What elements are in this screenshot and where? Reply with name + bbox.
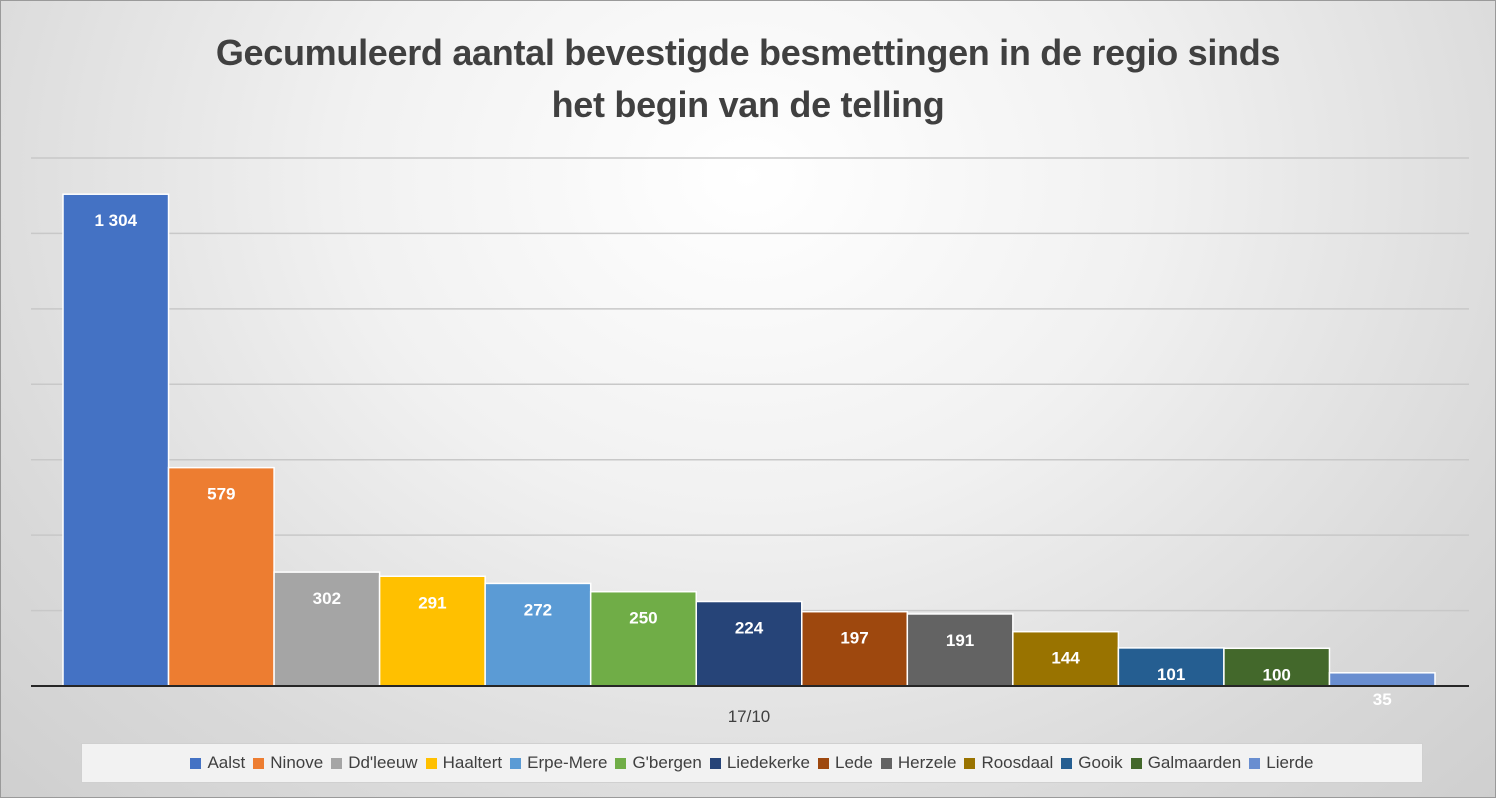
bar-haaltert: [378, 575, 486, 687]
data-label: 35: [1373, 690, 1392, 709]
legend-swatch: [880, 757, 892, 769]
legend-item: Liedekerke: [709, 753, 811, 773]
legend-item: Galmaarden: [1130, 753, 1242, 773]
legend-item: Aalst: [190, 753, 245, 773]
x-tick-label: 17/10: [728, 707, 771, 726]
legend-swatch: [709, 757, 721, 769]
bar-lede: [801, 610, 909, 687]
legend-item: G'bergen: [615, 753, 702, 773]
legend-item: Roosdaal: [964, 753, 1053, 773]
legend-item: Lierde: [1249, 753, 1314, 773]
legend-item: Dd'leeuw: [331, 753, 418, 773]
data-label: 100: [1263, 665, 1291, 684]
chart-title: Gecumuleerd aantal bevestigde besmetting…: [1, 27, 1495, 131]
bar-g-bergen: [589, 590, 697, 687]
data-label: 579: [207, 485, 235, 504]
legend-item: Lede: [818, 753, 873, 773]
legend-label: Ninove: [270, 753, 324, 772]
legend-swatch: [190, 757, 202, 769]
bar-aalst: [62, 193, 170, 687]
data-label: 144: [1051, 649, 1080, 668]
bar-gooik: [1117, 647, 1225, 687]
data-label: 197: [840, 629, 868, 648]
legend-item: Haaltert: [425, 753, 503, 773]
legend-swatch: [818, 757, 830, 769]
legend-swatch: [964, 757, 976, 769]
chart-title-line-2: het begin van de telling: [551, 84, 945, 125]
legend-label: Liedekerke: [726, 753, 811, 772]
legend-swatch: [253, 757, 265, 769]
data-label: 272: [524, 600, 552, 619]
legend-label: G'bergen: [632, 753, 702, 772]
legend-label: Herzele: [897, 753, 957, 772]
legend-item: Herzele: [880, 753, 957, 773]
legend-label: Dd'leeuw: [348, 753, 418, 772]
legend-label: Erpe-Mere: [527, 753, 608, 772]
legend-item: Ninove: [253, 753, 323, 773]
legend-swatch: [1061, 757, 1073, 769]
data-label: 191: [946, 631, 974, 650]
legend-label: Aalst: [207, 753, 246, 772]
bars: 1 304 579 302 291 272 250 224 197 191 144 101 100 35: [62, 193, 1436, 709]
legend-swatch: [331, 757, 343, 769]
chart-title-line-1: Gecumuleerd aantal bevestigde besmetting…: [215, 32, 1281, 73]
data-label: 1 304: [94, 211, 137, 230]
data-label: 291: [418, 593, 446, 612]
legend-label: Lierde: [1266, 753, 1314, 772]
data-label: 302: [313, 589, 341, 608]
legend-item: Gooik: [1061, 753, 1123, 773]
data-label: 224: [735, 619, 764, 638]
legend-label: Galmaarden: [1147, 753, 1242, 772]
legend-swatch: [1249, 757, 1261, 769]
legend-label: Lede: [835, 753, 873, 772]
legend-item: Erpe-Mere: [510, 753, 607, 773]
bar-lierde: [1328, 672, 1436, 687]
bar-ninove: [167, 466, 275, 687]
legend: Aalst Ninove Dd'leeuw Haaltert Erpe-Mere G'be…: [81, 743, 1423, 783]
data-label: 101: [1157, 665, 1185, 684]
bar-dd-leeuw: [273, 571, 381, 687]
legend-swatch: [510, 757, 522, 769]
legend-label: Haaltert: [442, 753, 503, 772]
legend-swatch: [425, 757, 437, 769]
bar-liedekerke: [695, 600, 803, 687]
bar-herzele: [906, 613, 1014, 687]
legend-label: Roosdaal: [981, 753, 1054, 772]
bar-erpe-mere: [484, 582, 592, 687]
data-label: 250: [629, 609, 657, 628]
legend-label: Gooik: [1078, 753, 1123, 772]
legend-swatch: [1130, 757, 1142, 769]
legend-swatch: [615, 757, 627, 769]
